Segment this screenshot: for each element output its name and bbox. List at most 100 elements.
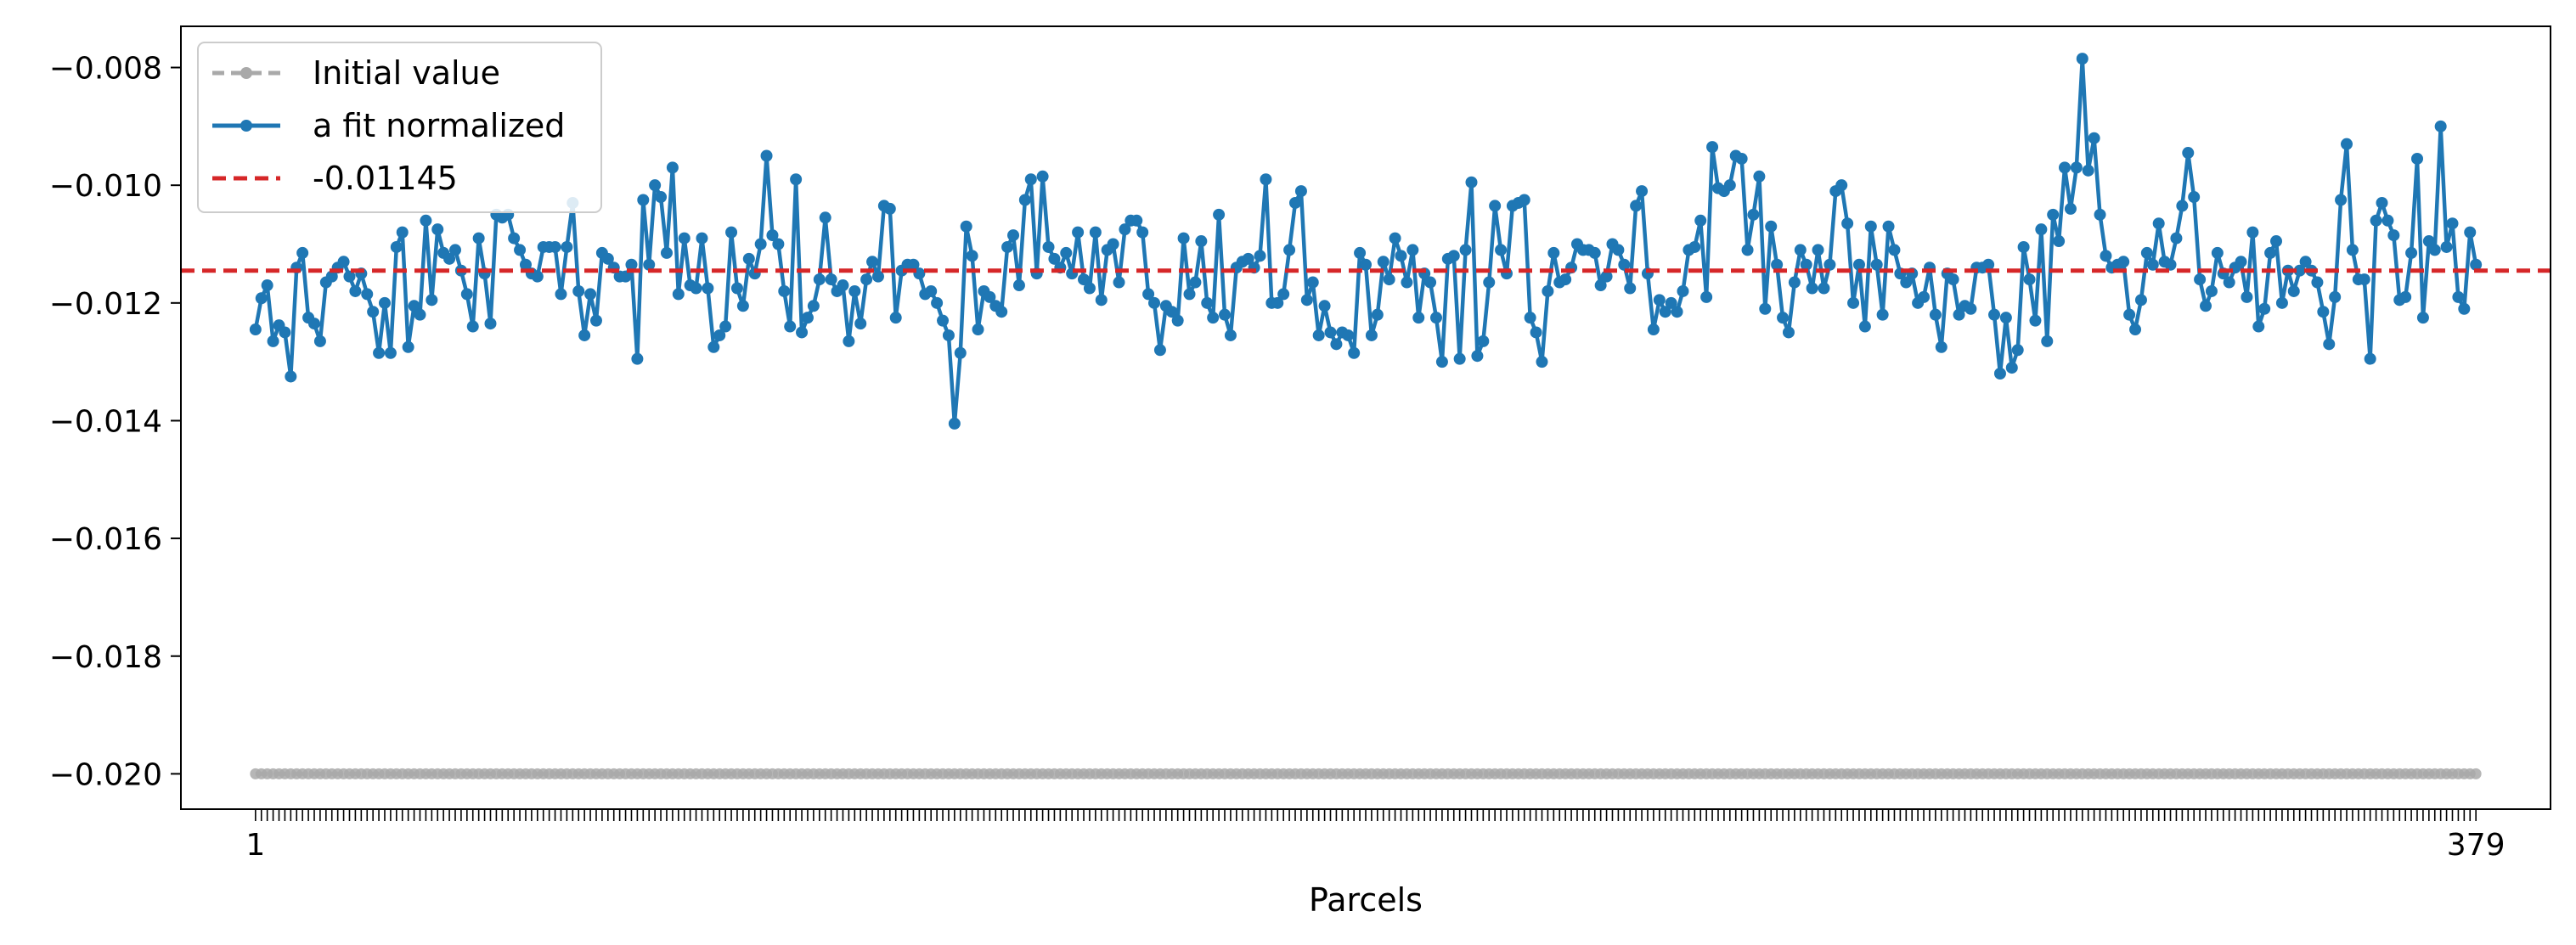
fit-normalized-point (1624, 282, 1637, 295)
fit-normalized-point (1999, 312, 2012, 324)
fit-normalized-point (1447, 250, 1460, 262)
fit-normalized-point (1806, 282, 1818, 295)
fit-normalized-point (1007, 229, 1020, 242)
plot-frame (180, 25, 2551, 810)
fit-normalized-point (2387, 229, 2400, 242)
fit-normalized-point (1800, 258, 1812, 271)
legend-box (197, 42, 602, 213)
fit-normalized-point (1471, 350, 1484, 363)
fit-normalized-point (408, 300, 420, 312)
fit-normalized-point (1818, 282, 1830, 295)
fit-normalized-point (1988, 308, 2001, 321)
fit-normalized-point (1771, 258, 1784, 271)
fit-normalized-point (1318, 300, 1331, 312)
fit-normalized-point (801, 312, 814, 324)
y-tick-label: −0.008 (49, 52, 162, 87)
fit-normalized-point (2329, 290, 2342, 303)
fit-normalized-point (760, 149, 773, 162)
fit-normalized-point (2399, 290, 2412, 303)
fit-normalized-point (1177, 232, 1190, 245)
fit-normalized-point (1547, 246, 1560, 259)
fit-normalized-point (2346, 244, 2359, 256)
fit-normalized-point (1060, 246, 1073, 259)
fit-normalized-point (1876, 308, 1889, 321)
fit-normalized-point (1395, 250, 1407, 262)
fit-normalized-point (1401, 276, 1413, 289)
fit-normalized-point (2287, 284, 2300, 297)
fit-normalized-point (2134, 294, 2147, 307)
x-tick-label: 379 (2447, 828, 2506, 863)
fit-normalized-point (954, 346, 967, 359)
x-axis-label: Parcels (1309, 881, 1423, 919)
fit-normalized-point (1735, 152, 1748, 165)
fit-normalized-point (696, 232, 708, 245)
fit-normalized-point (1271, 296, 1284, 309)
fit-normalized-point (2200, 300, 2212, 312)
fit-normalized-point (1119, 223, 1131, 236)
fit-normalized-point (2434, 120, 2447, 132)
fit-normalized-point (1012, 279, 1025, 292)
fit-normalized-point (883, 202, 896, 215)
fit-normalized-point (1477, 335, 1490, 347)
fit-normalized-point (1018, 194, 1031, 206)
fit-normalized-point (1489, 200, 1502, 212)
fit-normalized-point (1213, 208, 1226, 221)
plot-area (181, 53, 2551, 779)
fit-normalized-point (931, 296, 944, 309)
fit-normalized-point (1300, 294, 1313, 307)
fit-normalized-point (1612, 244, 1625, 256)
fit-normalized-point (1435, 356, 1448, 368)
fit-normalized-point (2205, 284, 2218, 297)
fit-normalized-point (649, 179, 662, 192)
fit-normalized-point (2211, 246, 2224, 259)
fit-normalized-point (578, 329, 591, 341)
fit-normalized-point (1142, 288, 1155, 301)
fit-normalized-point (514, 244, 527, 256)
fit-normalized-point (1618, 258, 1631, 271)
fit-normalized-point (2170, 232, 2183, 245)
fit-normalized-point (2376, 196, 2388, 209)
fit-normalized-point (1465, 176, 1478, 188)
fit-normalized-point (984, 290, 996, 303)
fit-normalized-point (1095, 294, 1108, 307)
fit-normalized-point (1700, 290, 1713, 303)
fit-normalized-point (2194, 273, 2207, 286)
fit-normalized-point (349, 284, 362, 297)
fit-normalized-point (555, 288, 567, 301)
fit-normalized-point (1788, 276, 1801, 289)
fit-normalized-point (2264, 246, 2277, 259)
fit-normalized-point (1759, 302, 1772, 315)
fit-normalized-point (2252, 320, 2265, 333)
fit-normalized-point (719, 320, 732, 333)
fit-normalized-point (1219, 308, 1232, 321)
fit-normalized-point (1964, 302, 1977, 315)
fit-normalized-point (2023, 273, 2036, 286)
fit-normalized-point (1982, 258, 1995, 271)
fit-normalized-point (420, 214, 432, 227)
fit-normalized-point (1900, 276, 1913, 289)
fit-normalized-point (402, 340, 414, 353)
axis-ticks: −0.020 −0.018 −0.016 −0.014 −0.012 −0.010 −0.0… (49, 52, 2506, 863)
fit-normalized-point (443, 252, 456, 265)
fit-normalized-point (2129, 323, 2142, 336)
fit-normalized-point (843, 335, 855, 347)
fit-normalized-point (426, 294, 438, 307)
fit-normalized-point (702, 282, 714, 295)
fit-normalized-point (625, 258, 638, 271)
fit-normalized-point (960, 220, 972, 233)
fit-normalized-point (713, 329, 726, 341)
fit-normalized-point (2416, 312, 2429, 324)
fit-normalized-point (631, 352, 644, 365)
fit-normalized-point (742, 252, 755, 265)
fit-normalized-point (1888, 244, 1901, 256)
fit-normalized-point (1847, 296, 1860, 309)
fit-normalized-point (2053, 235, 2066, 248)
legend: Initial value a fit normalized -0.01145 (197, 42, 602, 213)
fit-normalized-point (1201, 296, 1214, 309)
fit-normalized-point (296, 246, 309, 259)
y-tick-label: −0.014 (49, 404, 162, 439)
fit-normalized-point (1254, 250, 1266, 262)
fit-normalized-point (1777, 312, 1790, 324)
fit-normalized-point (255, 292, 268, 305)
fit-normalized-point (1723, 179, 1736, 192)
